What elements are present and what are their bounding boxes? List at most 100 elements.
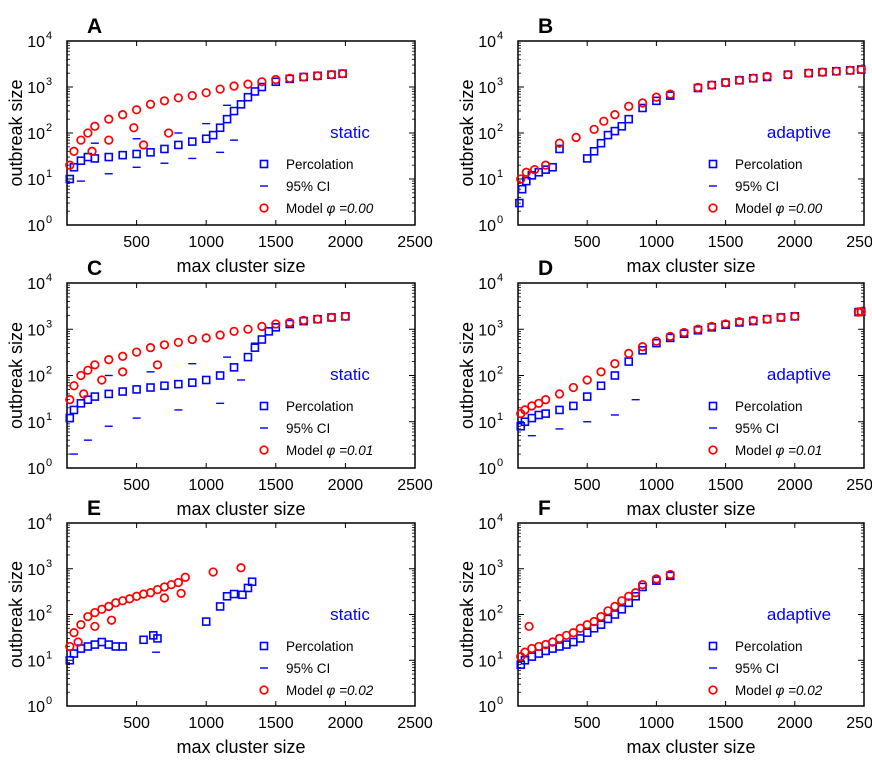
model-point (180, 572, 190, 582)
x-tick-label: 2500 (397, 234, 433, 251)
model-point (575, 623, 585, 633)
model-point (106, 615, 117, 625)
mode-label: adaptive (767, 123, 831, 142)
y-tick-exponent: 0 (46, 214, 52, 226)
model-point (571, 132, 581, 143)
y-tick-exponent: 0 (497, 214, 503, 226)
model-point (145, 343, 156, 353)
legend-percolation-label: Percolation (286, 157, 354, 172)
x-axis-label: max cluster size (176, 499, 305, 519)
legend-percolation-label: Percolation (735, 639, 803, 654)
model-point (340, 311, 351, 322)
model-point (630, 588, 641, 598)
panel-letter: D (538, 257, 553, 280)
model-point (236, 563, 246, 573)
legend: Percolation 95% CI Model φ =0.02 (708, 639, 823, 698)
model-point (665, 569, 675, 580)
data-layer (515, 64, 866, 208)
legend-model-label: Model φ =0.01 (735, 443, 822, 458)
percolation-point (264, 327, 274, 336)
percolation-point (527, 652, 537, 661)
percolation-point (555, 642, 564, 651)
percolation-point (582, 154, 592, 163)
model-point (163, 128, 174, 138)
model-point (554, 389, 565, 399)
percolation-point (90, 154, 100, 163)
y-tick-label: 101 (478, 168, 503, 189)
x-tick-label: 1500 (258, 715, 294, 732)
legend-model-phi: φ =0.00 (327, 201, 374, 216)
percolation-point (76, 156, 86, 165)
percolation-point (582, 392, 592, 401)
legend-percolation-label: Percolation (286, 639, 354, 654)
y-tick-label: 103 (27, 558, 52, 579)
y-tick-exponent: 1 (497, 411, 503, 423)
x-tick-label: 2500 (397, 477, 433, 494)
x-tick-label: 500 (123, 234, 150, 251)
model-point (83, 128, 93, 138)
x-tick-label: 2500 (397, 715, 433, 732)
percolation-point (146, 148, 155, 157)
percolation-point (257, 335, 267, 344)
model-point (271, 319, 281, 329)
model-point (208, 567, 218, 577)
x-tick-label: 1500 (708, 715, 744, 732)
model-point (83, 611, 93, 622)
model-point (610, 110, 620, 120)
x-tick-label: 2000 (777, 715, 813, 732)
model-point (104, 114, 114, 124)
percolation-point (229, 106, 239, 116)
model-point (118, 367, 128, 377)
model-point (173, 337, 184, 348)
y-tick-exponent: 2 (497, 122, 503, 134)
mode-label: adaptive (767, 365, 831, 384)
model-point (131, 105, 142, 115)
percolation-point (575, 634, 585, 643)
model-point (637, 342, 648, 352)
legend-percolation-marker (708, 159, 718, 169)
legend-model-marker (708, 685, 718, 695)
y-tick-exponent: 3 (497, 318, 503, 330)
model-point (651, 92, 662, 102)
legend-model-label: Model φ =0.00 (286, 201, 374, 216)
percolation-point (69, 405, 79, 415)
model-point (65, 395, 75, 405)
model-point (624, 101, 634, 111)
percolation-point (534, 410, 544, 420)
percolation-point (90, 640, 100, 649)
y-tick-exponent: 0 (497, 457, 503, 469)
y-tick-exponent: 4 (497, 272, 503, 284)
y-tick-exponent: 4 (46, 272, 52, 284)
percolation-point (603, 130, 613, 140)
model-point (201, 88, 211, 98)
percolation-point (624, 114, 634, 124)
model-point (97, 375, 107, 385)
model-point (589, 124, 599, 135)
model-point (520, 405, 530, 415)
percolation-point (65, 413, 75, 423)
y-tick-exponent: 3 (46, 558, 52, 570)
model-point (707, 321, 717, 332)
y-tick-label: 102 (27, 122, 52, 143)
model-point (637, 98, 648, 108)
model-point (118, 351, 128, 361)
y-axis-label: outbreak size (457, 79, 477, 186)
model-point (90, 360, 100, 370)
model-point (298, 315, 309, 326)
x-tick-label: 2000 (777, 477, 813, 494)
percolation-point (201, 375, 211, 385)
model-point (73, 637, 83, 647)
percolation-point (569, 637, 578, 647)
model-point (131, 347, 142, 357)
y-tick-exponent: 1 (46, 649, 52, 661)
model-point (541, 160, 551, 170)
percolation-point (222, 591, 232, 601)
model-point (176, 588, 186, 598)
x-tick-label: 1500 (708, 234, 744, 251)
model-point (617, 596, 627, 606)
model-point (229, 81, 239, 91)
model-point (159, 340, 170, 350)
legend-model-phi: φ =0.00 (776, 201, 823, 216)
